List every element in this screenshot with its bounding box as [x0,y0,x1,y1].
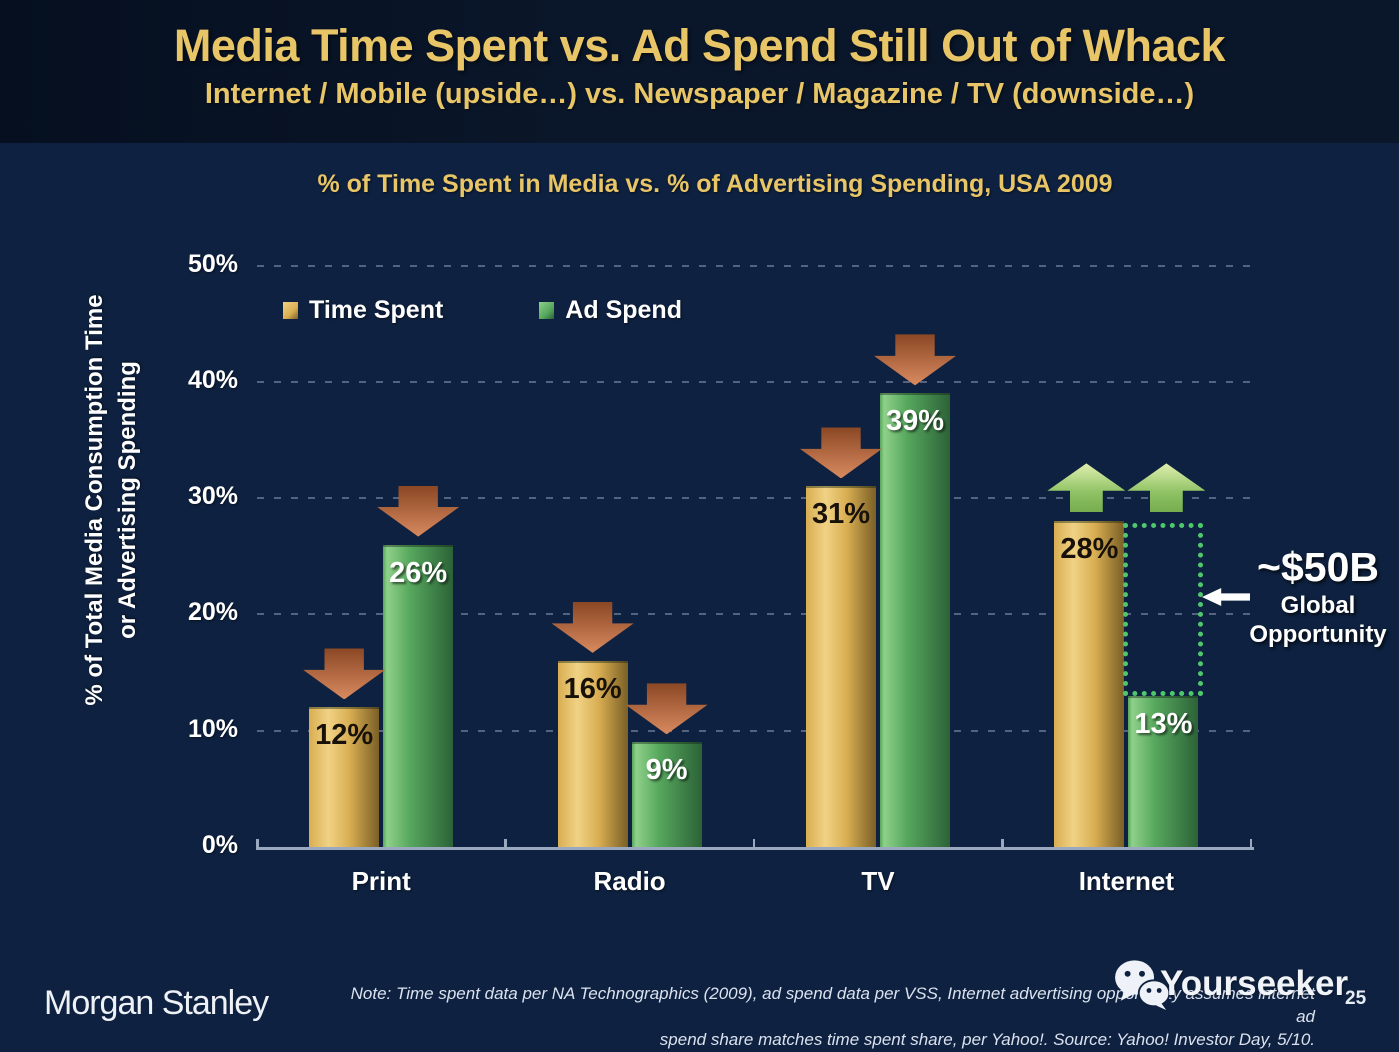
source-note-line2: spend share matches time spent share, pe… [659,1030,1315,1049]
down-arrow-icon [303,648,386,700]
header: Media Time Spent vs. Ad Spend Still Out … [0,0,1399,143]
axis-line [256,847,1254,850]
watermark: Yourseeker [1114,958,1348,1010]
y-tick-label: 20% [187,598,238,627]
bar-value-label-time-spent-tv: 31% [811,498,871,531]
opportunity-value: ~$50B [1257,544,1379,590]
category-label-radio: Radio [593,866,666,896]
opportunity-line2: Opportunity [1249,621,1387,648]
legend-item-ad-spend: Ad Spend [539,296,682,325]
y-tick-label: 50% [187,249,238,278]
bar-value-label-time-spent-internet: 28% [1060,533,1119,566]
bar-time-spent-radio [557,660,628,847]
down-arrow-icon [377,485,460,537]
opportunity-box [1123,523,1204,696]
up-arrow-icon [1047,463,1126,513]
ad-spend-swatch [539,302,555,319]
page-number: 25 [1345,988,1367,1009]
source-note: Note: Time spent data per NA Technograph… [340,982,1315,1051]
y-tick-label: 10% [187,714,238,743]
bar-value-label-ad-spend-internet: 13% [1134,707,1193,740]
slide-subtitle: Internet / Mobile (upside…) vs. Newspape… [204,78,1195,110]
y-tick-label: 40% [187,365,238,394]
axis-tick [504,839,507,847]
bar-time-spent-print [309,707,380,847]
chart-title: % of Time Spent in Media vs. % of Advert… [317,170,1113,198]
gridline [257,264,1255,267]
slide-title: Media Time Spent vs. Ad Spend Still Out … [173,20,1226,71]
legend: Time Spent Ad Spend [283,296,682,325]
opportunity-line1: Global [1280,592,1356,619]
bar-ad-spend-print [383,544,454,847]
bar-ad-spend-radio [631,742,702,847]
source-note-line1: Note: Time spent data per NA Technograph… [350,984,1315,1026]
bar-ad-spend-internet [1128,695,1199,847]
bar-value-label-ad-spend-print: 26% [389,556,448,589]
time-spent-swatch [283,302,298,319]
bar-value-label-time-spent-print: 12% [315,719,374,752]
y-tick-label: 0% [201,831,238,859]
legend-label-time-spent: Time Spent [309,296,444,324]
bar-ad-spend-tv [880,393,950,847]
legend-label-ad-spend: Ad Spend [565,296,682,324]
opportunity-annotation: ~$50B Global Opportunity [1238,544,1398,649]
gridline [257,729,1255,732]
morgan-stanley-logo: Morgan Stanley [44,984,269,1022]
category-label-print: Print [351,866,411,896]
y-tick-label: 30% [187,482,238,511]
gridline [257,380,1255,383]
axis-tick [1001,839,1004,847]
gridline [257,497,1255,500]
up-arrow-icon [1127,463,1206,513]
bar-time-spent-tv [806,486,876,847]
down-arrow-icon [551,601,634,653]
wechat-icon [1115,960,1170,1010]
watermark-text: Yourseeker [1160,964,1349,1003]
legend-item-time-spent: Time Spent [283,296,443,325]
category-label-tv: TV [861,866,895,896]
axis-tick [256,839,259,847]
axis-tick [1249,839,1253,847]
bar-value-label-ad-spend-radio: 9% [645,754,688,787]
down-arrow-icon [874,334,956,386]
gridline [257,613,1255,616]
bar-value-label-time-spent-radio: 16% [563,672,622,705]
bar-value-label-ad-spend-tv: 39% [885,405,945,438]
down-arrow-icon [625,683,708,735]
category-label-internet: Internet [1078,866,1175,896]
bar-time-spent-internet [1054,521,1125,847]
axis-tick [752,839,756,847]
